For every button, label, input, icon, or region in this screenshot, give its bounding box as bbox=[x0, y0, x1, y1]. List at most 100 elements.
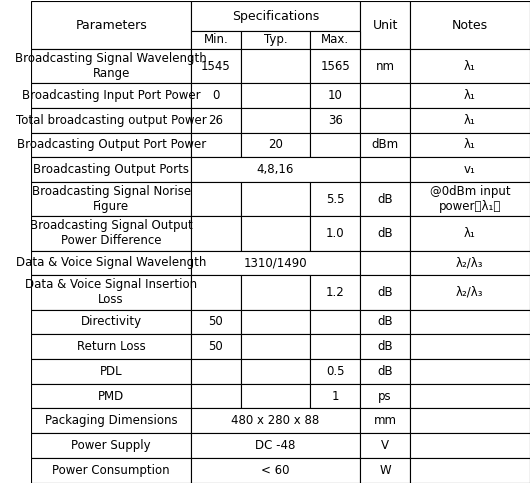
Text: ps: ps bbox=[378, 390, 392, 403]
Text: 1310/1490: 1310/1490 bbox=[244, 257, 307, 270]
Bar bbox=[191, 83, 241, 108]
Text: λ₂/λ₃: λ₂/λ₃ bbox=[456, 286, 484, 299]
Bar bbox=[410, 433, 529, 458]
Bar bbox=[410, 1, 529, 49]
Text: Power Consumption: Power Consumption bbox=[53, 464, 170, 477]
Bar bbox=[191, 108, 241, 133]
Bar bbox=[360, 251, 410, 275]
Text: λ₁: λ₁ bbox=[464, 60, 476, 73]
Bar bbox=[31, 49, 191, 83]
Bar bbox=[410, 83, 529, 108]
Bar bbox=[311, 49, 360, 83]
Bar bbox=[410, 108, 529, 133]
Bar bbox=[410, 384, 529, 408]
Bar bbox=[191, 49, 241, 83]
Text: < 60: < 60 bbox=[261, 464, 290, 477]
Text: 1545: 1545 bbox=[201, 60, 230, 73]
Text: λ₁: λ₁ bbox=[464, 227, 476, 240]
Bar bbox=[191, 458, 360, 483]
Bar bbox=[241, 334, 311, 359]
Bar bbox=[360, 384, 410, 408]
Bar bbox=[191, 182, 241, 216]
Bar bbox=[360, 182, 410, 216]
Bar bbox=[410, 334, 529, 359]
Bar bbox=[360, 275, 410, 310]
Bar bbox=[311, 108, 360, 133]
Text: Broadcasting Output Ports: Broadcasting Output Ports bbox=[33, 163, 189, 176]
Bar bbox=[311, 359, 360, 384]
Bar bbox=[410, 49, 529, 83]
Text: dB: dB bbox=[378, 193, 393, 206]
Bar bbox=[31, 182, 191, 216]
Bar bbox=[311, 275, 360, 310]
Bar bbox=[191, 133, 241, 157]
Text: dB: dB bbox=[378, 365, 393, 378]
Text: λ₁: λ₁ bbox=[464, 89, 476, 102]
Bar bbox=[360, 408, 410, 433]
Bar bbox=[311, 216, 360, 251]
Text: DC -48: DC -48 bbox=[255, 439, 296, 452]
Text: Broadcasting Output Port Power: Broadcasting Output Port Power bbox=[16, 138, 205, 151]
Text: 1.0: 1.0 bbox=[326, 227, 345, 240]
Bar bbox=[311, 384, 360, 408]
Bar bbox=[311, 310, 360, 334]
Bar bbox=[191, 1, 360, 31]
Text: v₁: v₁ bbox=[464, 163, 476, 176]
Text: Total broadcasting output Power: Total broadcasting output Power bbox=[16, 114, 207, 127]
Bar bbox=[191, 359, 241, 384]
Bar bbox=[410, 133, 529, 157]
Text: Typ.: Typ. bbox=[264, 33, 287, 46]
Text: Return Loss: Return Loss bbox=[77, 340, 145, 353]
Text: Max.: Max. bbox=[321, 33, 349, 46]
Bar bbox=[241, 275, 311, 310]
Text: 1565: 1565 bbox=[320, 60, 350, 73]
Bar bbox=[191, 251, 360, 275]
Text: λ₁: λ₁ bbox=[464, 138, 476, 151]
Bar bbox=[31, 108, 191, 133]
Text: Broadcasting Signal Wavelength
Range: Broadcasting Signal Wavelength Range bbox=[15, 52, 207, 80]
Bar bbox=[31, 433, 191, 458]
Bar bbox=[311, 133, 360, 157]
Bar bbox=[360, 108, 410, 133]
Bar bbox=[31, 133, 191, 157]
Bar bbox=[31, 458, 191, 483]
Bar bbox=[410, 275, 529, 310]
Text: 4,8,16: 4,8,16 bbox=[257, 163, 294, 176]
Bar bbox=[241, 83, 311, 108]
Bar bbox=[311, 31, 360, 49]
Text: dBm: dBm bbox=[372, 138, 399, 151]
Bar bbox=[360, 310, 410, 334]
Text: dB: dB bbox=[378, 340, 393, 353]
Bar bbox=[241, 310, 311, 334]
Text: dB: dB bbox=[378, 316, 393, 328]
Bar bbox=[410, 359, 529, 384]
Bar bbox=[410, 310, 529, 334]
Text: 50: 50 bbox=[208, 340, 223, 353]
Text: 20: 20 bbox=[268, 138, 283, 151]
Bar bbox=[360, 133, 410, 157]
Bar bbox=[31, 275, 191, 310]
Bar bbox=[360, 83, 410, 108]
Text: Specifications: Specifications bbox=[232, 10, 319, 23]
Bar bbox=[31, 408, 191, 433]
Bar bbox=[31, 310, 191, 334]
Text: 36: 36 bbox=[328, 114, 342, 127]
Text: Parameters: Parameters bbox=[75, 19, 147, 31]
Bar bbox=[410, 216, 529, 251]
Text: Unit: Unit bbox=[372, 19, 398, 31]
Text: 1: 1 bbox=[331, 390, 339, 403]
Text: dB: dB bbox=[378, 286, 393, 299]
Bar bbox=[241, 133, 311, 157]
Bar bbox=[241, 216, 311, 251]
Text: Notes: Notes bbox=[452, 19, 488, 31]
Text: 26: 26 bbox=[208, 114, 223, 127]
Text: Min.: Min. bbox=[203, 33, 228, 46]
Bar bbox=[191, 334, 241, 359]
Text: 0.5: 0.5 bbox=[326, 365, 345, 378]
Text: Data & Voice Signal Wavelength: Data & Voice Signal Wavelength bbox=[16, 257, 207, 270]
Text: Broadcasting Signal Norise
Figure: Broadcasting Signal Norise Figure bbox=[31, 185, 191, 213]
Bar bbox=[191, 310, 241, 334]
Text: 10: 10 bbox=[328, 89, 342, 102]
Text: 50: 50 bbox=[208, 316, 223, 328]
Bar bbox=[191, 408, 360, 433]
